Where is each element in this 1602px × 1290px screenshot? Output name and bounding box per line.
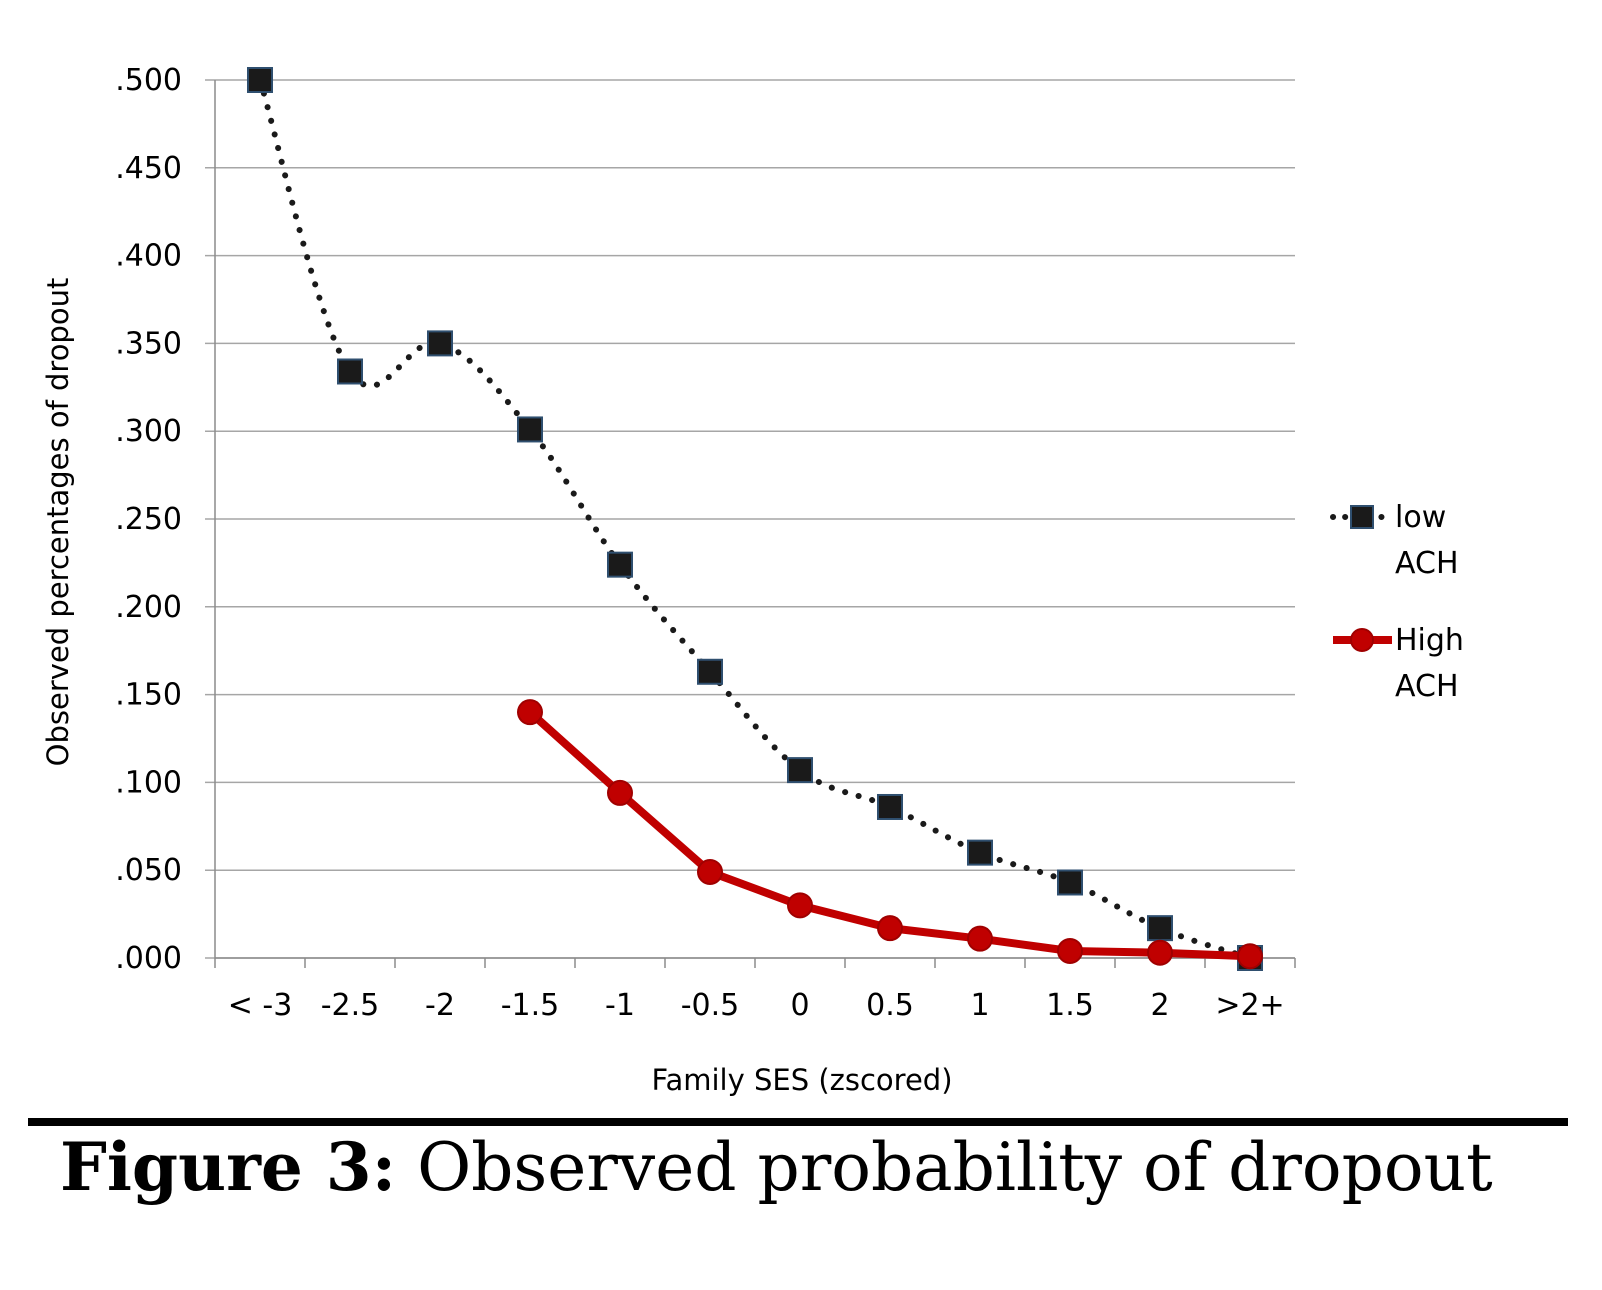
data-point [247, 67, 273, 93]
y-tick-label: .400 [115, 239, 182, 274]
y-tick-label: .250 [115, 502, 182, 537]
y-tick-label: .100 [115, 765, 182, 800]
x-tick-label: -1 [605, 988, 635, 1023]
y-tick-label: .200 [115, 590, 182, 625]
y-tick-labels: .000 .050 .100 .150 .200 .250 .300 .350 .400 .450… [115, 63, 182, 976]
data-point [1057, 869, 1083, 896]
y-axis-title: Observed percentages of dropout [41, 278, 75, 767]
x-tick-label: 2 [1150, 988, 1169, 1023]
data-point [517, 699, 543, 726]
data-point [967, 925, 993, 952]
legend-entry-2: High ACH [1333, 623, 1464, 704]
x-tick-label: < -3 [228, 988, 293, 1023]
caption-rule [28, 1118, 1568, 1126]
data-point [877, 915, 903, 942]
data-point [1237, 943, 1263, 970]
data-point [607, 779, 633, 806]
grid-lines [205, 79, 1295, 959]
caption-text: Observed probability of dropout [396, 1129, 1493, 1206]
y-tick-label: .300 [115, 414, 182, 449]
data-point [427, 330, 453, 357]
legend-label: ACH [1395, 546, 1459, 581]
y-tick-label: .000 [115, 941, 182, 976]
series [247, 67, 1263, 971]
x-tick-label: 0.5 [866, 988, 914, 1023]
legend-marker [1350, 505, 1374, 529]
x-tick-label: >2+ [1215, 988, 1284, 1023]
x-tick-label: 1.5 [1046, 988, 1094, 1023]
x-tick-label: -1.5 [501, 988, 560, 1023]
y-tick-label: .500 [115, 63, 182, 98]
data-point [1147, 939, 1173, 966]
legend-label: High [1395, 623, 1464, 658]
x-tick-label: -2.5 [321, 988, 380, 1023]
data-point [607, 551, 633, 578]
legend-marker [1350, 628, 1374, 652]
y-tick-label: .350 [115, 326, 182, 361]
figure-caption: Figure 3: Observed probability of dropou… [60, 1128, 1493, 1206]
data-point [967, 839, 993, 866]
data-point [787, 892, 813, 919]
y-tick-label: .050 [115, 853, 182, 888]
data-point [787, 757, 813, 784]
data-point [1147, 915, 1173, 942]
data-point [697, 658, 723, 685]
legend-label: low [1395, 500, 1446, 535]
data-point [337, 358, 363, 385]
data-point [697, 858, 723, 885]
legend-entry-1: low ACH [1330, 500, 1459, 581]
series-2 [517, 699, 1263, 970]
data-point [877, 793, 903, 820]
y-tick-label: .450 [115, 151, 182, 186]
x-tick-label: -0.5 [681, 988, 740, 1023]
data-point [517, 416, 543, 443]
caption-label: Figure 3: [60, 1128, 397, 1206]
legend-label: ACH [1395, 669, 1459, 704]
y-tick-label: .150 [115, 678, 182, 713]
x-tick-label: 1 [970, 988, 989, 1023]
x-tick-labels: < -3 -2.5 -2 -1.5 -1 -0.5 0 0.5 1 1.5 2 >2+ [228, 988, 1285, 1023]
legend: low ACH High ACH [1330, 500, 1464, 704]
x-tick-label: -2 [425, 988, 455, 1023]
x-axis-title: Family SES (zscored) [651, 1063, 952, 1097]
data-point [1057, 937, 1083, 964]
x-tick-label: 0 [790, 988, 809, 1023]
axes [214, 80, 1296, 968]
